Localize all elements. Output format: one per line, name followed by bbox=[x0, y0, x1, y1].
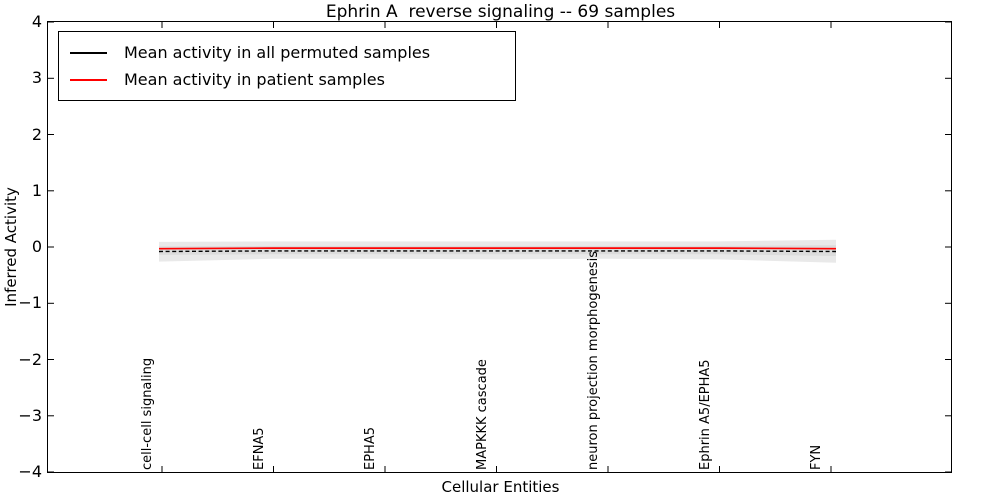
chart-canvas bbox=[48, 22, 951, 472]
permuted-mean-line bbox=[158, 250, 837, 253]
x-tick-label: MAPKKK cascade bbox=[474, 359, 490, 470]
y-tick-label: −2 bbox=[18, 349, 42, 369]
y-tick-label: 1 bbox=[31, 180, 42, 200]
legend-item-patient: Mean activity in patient samples bbox=[69, 66, 505, 93]
x-tick-label: EPHA5 bbox=[363, 427, 378, 470]
y-tick-label: 2 bbox=[31, 124, 42, 144]
x-tick-label: Ephrin A5/EPHA5 bbox=[697, 359, 713, 470]
chart-title: Ephrin A reverse signaling -- 69 samples bbox=[325, 2, 676, 22]
y-tick-label: 0 bbox=[31, 237, 42, 256]
legend-box: Mean activity in all permuted samples Me… bbox=[58, 31, 516, 101]
plot-area: cell-cell signaling EFNA5 EPHA5 MAPKKK casc… bbox=[47, 21, 952, 473]
x-tick-label: FYN bbox=[809, 444, 824, 470]
patient-line-swatch bbox=[70, 78, 107, 81]
legend-label-permuted: Mean activity in all permuted samples bbox=[124, 43, 431, 62]
y-tick-label: 3 bbox=[31, 68, 42, 88]
y-tick-label: −4 bbox=[18, 462, 42, 481]
legend-label-patient: Mean activity in patient samples bbox=[124, 70, 385, 89]
legend-item-permuted: Mean activity in all permuted samples bbox=[69, 39, 505, 66]
x-axis-label: Cellular Entities bbox=[441, 478, 560, 496]
y-tick-label: −1 bbox=[18, 293, 42, 313]
x-tick-label: EFNA5 bbox=[251, 427, 267, 470]
permuted-line-swatch bbox=[70, 51, 107, 54]
y-tick-label: 4 bbox=[31, 12, 42, 31]
x-tick-label: neuron projection morphogenesis bbox=[586, 251, 601, 470]
y-tick-label: −3 bbox=[18, 405, 42, 425]
patient-mean-line bbox=[158, 247, 837, 250]
x-tick-label: cell-cell signaling bbox=[140, 357, 155, 470]
